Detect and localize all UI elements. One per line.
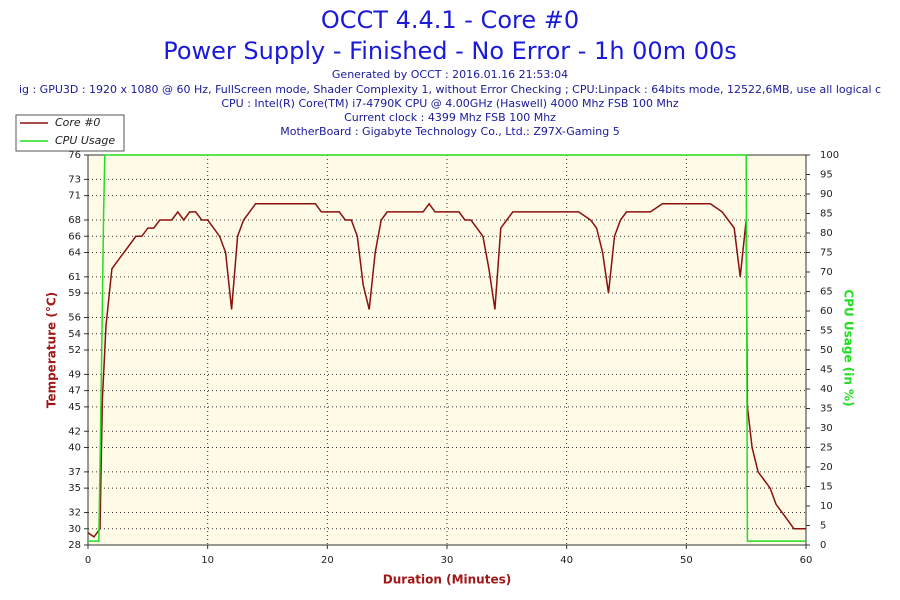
y2-tick-label: 45 — [820, 365, 833, 376]
y2-tick-label: 100 — [820, 150, 839, 161]
x-axis-label: Duration (Minutes) — [383, 573, 511, 587]
y2-tick-label: 95 — [820, 170, 833, 181]
y-tick-label: 52 — [68, 345, 81, 356]
y-tick-label: 76 — [68, 150, 81, 161]
y-tick-label: 42 — [68, 426, 81, 437]
series-line — [88, 154, 806, 542]
y2-tick-label: 80 — [820, 228, 833, 239]
y-tick-label: 47 — [68, 386, 81, 397]
y2-tick-label: 15 — [820, 482, 833, 493]
y2-tick-label: 25 — [820, 443, 833, 454]
y-tick-label: 64 — [68, 248, 81, 259]
y-tick-label: 45 — [68, 402, 81, 413]
info-line: CPU : Intel(R) Core(TM) i7-4790K CPU @ 4… — [221, 97, 679, 110]
y2-tick-label: 50 — [820, 345, 833, 356]
y2-tick-label: 35 — [820, 404, 833, 415]
y-tick-label: 71 — [68, 191, 81, 202]
y2-tick-label: 30 — [820, 423, 833, 434]
series-line — [87, 202, 806, 538]
x-tick-label: 50 — [680, 555, 693, 566]
y2-tick-label: 70 — [820, 267, 833, 278]
y2-tick-label: 40 — [820, 384, 833, 395]
y-tick-label: 40 — [68, 443, 81, 454]
y2-tick-label: 85 — [820, 209, 833, 220]
y-tick-label: 54 — [68, 329, 81, 340]
y2-tick-label: 5 — [820, 521, 826, 532]
x-tick-label: 10 — [201, 555, 214, 566]
info-line: Current clock : 4399 Mhz FSB 100 Mhz — [344, 111, 556, 124]
x-tick-label: 60 — [800, 555, 813, 566]
y2-axis-label: CPU Usage (in %) — [842, 289, 856, 406]
y2-tick-label: 20 — [820, 462, 833, 473]
plot-area — [88, 155, 806, 545]
info-line: MotherBoard : Gigabyte Technology Co., L… — [280, 125, 620, 138]
y-tick-label: 37 — [68, 467, 81, 478]
legend-label: Core #0 — [55, 116, 100, 129]
chart-subtitle: Power Supply - Finished - No Error - 1h … — [163, 37, 737, 65]
y-tick-label: 59 — [68, 288, 81, 299]
y-tick-label: 30 — [68, 524, 81, 535]
x-tick-label: 40 — [560, 555, 573, 566]
x-tick-label: 20 — [321, 555, 334, 566]
y-tick-label: 28 — [68, 540, 81, 551]
y2-tick-label: 60 — [820, 306, 833, 317]
y2-tick-label: 10 — [820, 501, 833, 512]
y-axis-label: Temperature (°C) — [45, 292, 59, 408]
y2-tick-label: 55 — [820, 326, 833, 337]
y2-tick-label: 75 — [820, 248, 833, 259]
y2-tick-label: 65 — [820, 287, 833, 298]
x-tick-label: 30 — [441, 555, 454, 566]
y-tick-label: 49 — [68, 369, 81, 380]
y2-tick-label: 0 — [820, 540, 826, 551]
info-line: Generated by OCCT : 2016.01.16 21:53:04 — [332, 68, 568, 81]
y-tick-label: 32 — [68, 508, 81, 519]
legend-box — [15, 114, 125, 152]
legend-label: CPU Usage — [55, 134, 115, 147]
chart-title: OCCT 4.4.1 - Core #0 — [321, 6, 579, 34]
info-line: ig : GPU3D : 1920 x 1080 @ 60 Hz, FullSc… — [19, 83, 881, 96]
x-tick-label: 0 — [85, 555, 91, 566]
y-tick-label: 61 — [68, 272, 81, 283]
y-tick-label: 73 — [68, 174, 81, 185]
y-tick-label: 68 — [68, 215, 81, 226]
y-tick-label: 35 — [68, 483, 81, 494]
y-tick-label: 66 — [68, 231, 81, 242]
y-tick-label: 56 — [68, 313, 81, 324]
y2-tick-label: 90 — [820, 189, 833, 200]
